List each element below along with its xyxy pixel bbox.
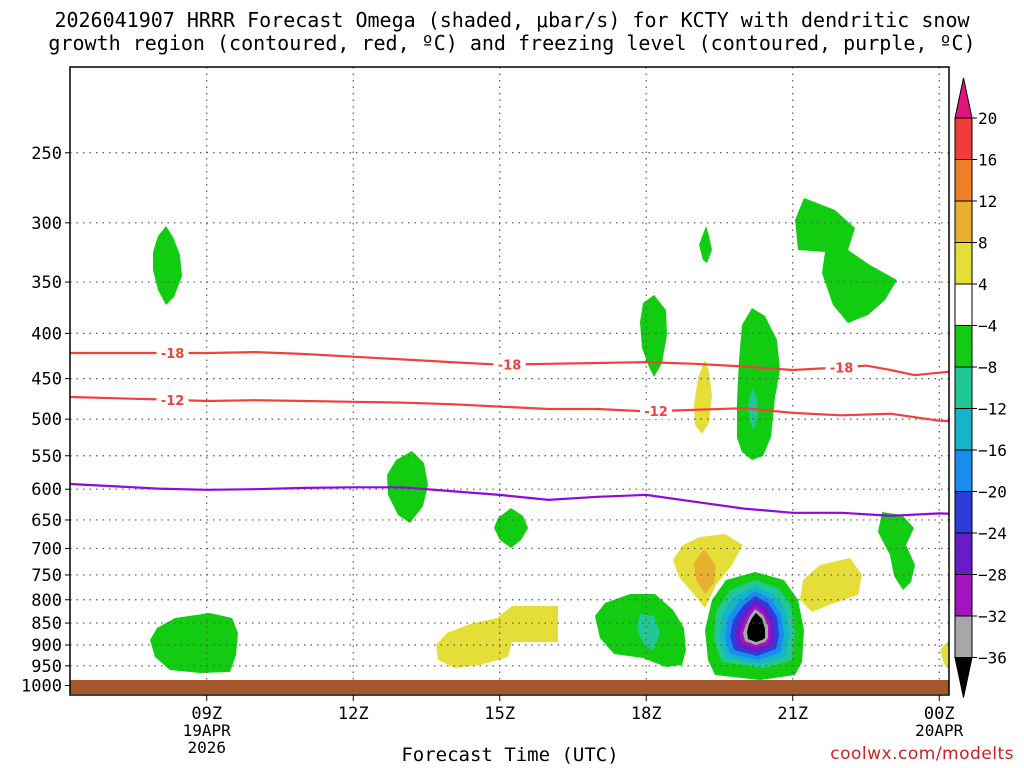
contour-line-freezing-level bbox=[70, 482, 949, 517]
colorbar-bin bbox=[954, 283, 973, 326]
y-tick-label: 400 bbox=[31, 324, 62, 344]
x-tick-label: 18Z bbox=[631, 704, 662, 724]
y-tick-label: 800 bbox=[31, 591, 62, 611]
colorbar-bin bbox=[954, 200, 973, 243]
omega-region-00z-mid bbox=[878, 512, 915, 590]
contour-line-m18 bbox=[70, 350, 949, 377]
chart-title-line-1: 2026041907 HRRR Forecast Omega (shaded, … bbox=[54, 8, 970, 32]
contour-label-bg bbox=[156, 345, 189, 362]
contour-label: -12 bbox=[644, 405, 668, 420]
contour-label: -12 bbox=[161, 394, 185, 409]
omega-region-22z-upward bbox=[800, 558, 862, 612]
omega-region-9z-lower bbox=[150, 613, 238, 673]
colorbar-label: −32 bbox=[978, 607, 1007, 626]
colorbar-label: 12 bbox=[978, 192, 997, 211]
y-axis: 2503003504004505005506006507007508008509… bbox=[21, 144, 70, 697]
colorbar-label: −16 bbox=[978, 441, 1007, 460]
omega-region-20z-upward-core bbox=[694, 549, 716, 594]
colorbar-top-arrow bbox=[954, 77, 973, 119]
x-tick-label: 09Z bbox=[191, 704, 222, 724]
y-tick-label: 300 bbox=[31, 214, 62, 234]
colorbar-label: −20 bbox=[978, 483, 1007, 502]
omega-region-20z-small bbox=[699, 226, 712, 263]
colorbar-label: −24 bbox=[978, 524, 1007, 543]
omega-region-23z-upper bbox=[795, 198, 897, 323]
contour-label-bg bbox=[156, 391, 189, 408]
omega-region-21z-upper bbox=[737, 308, 780, 460]
contour-label-bg bbox=[640, 403, 672, 420]
contour-label-bg bbox=[493, 356, 526, 373]
y-tick-label: 1000 bbox=[21, 677, 62, 697]
y-tick-label: 900 bbox=[31, 636, 62, 656]
credit-link[interactable]: coolwx.com/modelts bbox=[830, 744, 1014, 764]
colorbar-bin bbox=[954, 574, 973, 617]
contour-label: -18 bbox=[498, 359, 522, 374]
y-tick-label: 550 bbox=[31, 447, 62, 467]
omega-region-00z-upward-low bbox=[940, 640, 949, 670]
colorbar-bottom-arrow bbox=[954, 657, 973, 698]
colorbar-bin bbox=[954, 532, 973, 575]
contour-label: -18 bbox=[161, 347, 185, 362]
colorbar-bin bbox=[954, 491, 973, 534]
y-tick-label: 650 bbox=[31, 511, 62, 531]
colorbar-bin bbox=[954, 615, 973, 658]
x-tick-label: 00Z bbox=[924, 704, 955, 724]
x-tick-date-label: 20APR bbox=[915, 721, 964, 740]
y-tick-label: 250 bbox=[31, 144, 62, 164]
x-tick-label: 21Z bbox=[777, 704, 808, 724]
omega-region-9z-upper bbox=[153, 226, 182, 305]
x-tick-date-label: 2026 bbox=[187, 738, 226, 757]
contour-layer: -18 -18 -18 -12 -12 bbox=[70, 345, 949, 517]
colorbar-bin bbox=[954, 325, 973, 368]
omega-region-20z-upward-mid bbox=[694, 360, 712, 434]
omega-region-16z-upward-lower bbox=[436, 606, 558, 668]
colorbar-label: 4 bbox=[978, 275, 988, 294]
colorbar-bin bbox=[954, 159, 973, 202]
colorbar-bin bbox=[954, 366, 973, 409]
colorbar-label: 16 bbox=[978, 151, 997, 170]
grid-layer bbox=[70, 67, 949, 695]
y-tick-label: 600 bbox=[31, 480, 62, 500]
y-tick-label: 450 bbox=[31, 370, 62, 390]
y-tick-label: 950 bbox=[31, 657, 62, 677]
colorbar-label: 20 bbox=[978, 109, 997, 128]
y-tick-label: 500 bbox=[31, 410, 62, 430]
colorbar-bin bbox=[954, 449, 973, 492]
omega-region-19z-upper bbox=[640, 295, 667, 377]
ground-bar bbox=[70, 680, 949, 694]
colorbar-label: −8 bbox=[978, 358, 997, 377]
y-tick-label: 700 bbox=[31, 539, 62, 559]
chart-title-line-2: growth region (contoured, red, ºC) and f… bbox=[48, 31, 976, 55]
colorbar-label: −28 bbox=[978, 566, 1007, 585]
contour-label-bg bbox=[825, 359, 858, 376]
x-axis-label: Forecast Time (UTC) bbox=[401, 744, 619, 766]
contour-line-m12 bbox=[70, 395, 949, 423]
colorbar-label: −4 bbox=[978, 317, 997, 336]
contour-label: -18 bbox=[830, 361, 854, 376]
y-tick-label: 750 bbox=[31, 566, 62, 586]
x-tick-label: 12Z bbox=[338, 704, 369, 724]
colorbar-label: −12 bbox=[978, 400, 1007, 419]
x-tick-date-label: 19APR bbox=[183, 721, 232, 740]
colorbar-label: 8 bbox=[978, 234, 988, 253]
colorbar: 20 16 12 8 4 −4 −8 −12 −16 −20 −24 −28 −32 −36 bbox=[954, 77, 1007, 698]
colorbar-bin bbox=[954, 408, 973, 451]
omega-shading-layer bbox=[150, 198, 949, 680]
omega-region-21z-core-black bbox=[747, 613, 765, 642]
x-tick-label: 15Z bbox=[484, 704, 515, 724]
plot-frame bbox=[69, 66, 950, 696]
colorbar-bin bbox=[954, 117, 973, 160]
colorbar-bin bbox=[954, 242, 973, 285]
colorbar-label: −36 bbox=[978, 649, 1007, 668]
omega-region-16z bbox=[494, 508, 528, 548]
y-tick-label: 850 bbox=[31, 614, 62, 634]
y-tick-label: 350 bbox=[31, 273, 62, 293]
